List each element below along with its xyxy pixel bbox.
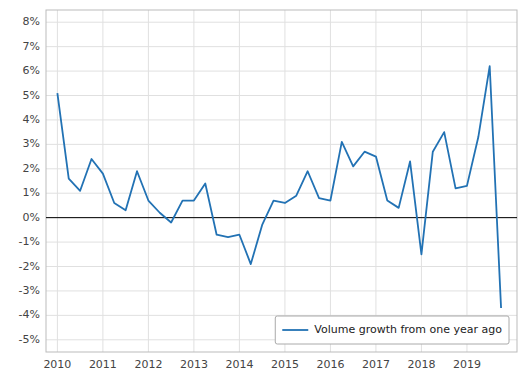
y-tick-label: -2% [19,260,40,273]
plot-frame [46,10,517,352]
plot-area [46,66,517,308]
grid-line-x [330,10,331,352]
y-tick-label: -1% [19,235,40,248]
grid-line-y [46,22,517,23]
grid-line-x [57,10,58,352]
grid-line-x [239,10,240,352]
y-tick-label: 0% [23,211,40,224]
legend-label: Volume growth from one year ago [314,323,502,336]
grid-line-x [193,10,194,352]
grid-line-y [46,95,517,96]
grid-line-y [46,71,517,72]
grid-line-y [46,266,517,267]
x-tick-label: 2019 [453,358,481,371]
y-tick-label: 6% [23,64,40,77]
grid-line-y [46,290,517,291]
zero-line [46,217,517,218]
y-tick-label: 3% [23,137,40,150]
grid-line-y [46,119,517,120]
x-tick-label: 2012 [134,358,162,371]
grid-line-y [46,193,517,194]
grid [46,10,517,352]
grid-line-x [284,10,285,352]
x-tick-label: 2016 [316,358,344,371]
y-tick-label: 4% [23,113,40,126]
chart: -5% -4% -3% -2% -1% 0% 1% 2% 3% 4% 5% 6% 7% 8% 2010 201… [0,0,529,378]
legend: Volume growth from one year ago [275,316,509,344]
y-tick-label: 2% [23,162,40,175]
x-tick-label: 2015 [271,358,299,371]
grid-line-y [46,46,517,47]
grid-line-y [46,168,517,169]
x-tick-label: 2013 [180,358,208,371]
y-tick-label: -3% [19,284,40,297]
y-tick-label: 7% [23,40,40,53]
x-tick-label: 2017 [362,358,390,371]
x-tick-label: 2011 [89,358,117,371]
y-tick-label: -4% [19,308,40,321]
legend-swatch [282,329,308,331]
y-tick-label: 8% [23,15,40,28]
x-tick-label: 2010 [43,358,71,371]
axes: -5% -4% -3% -2% -1% 0% 1% 2% 3% 4% 5% 6% 7% 8% 2010 201… [19,10,517,371]
grid-line-x [102,10,103,352]
grid-line-y [46,217,517,218]
grid-line-x [375,10,376,352]
x-tick-label: 2014 [225,358,253,371]
grid-line-x [148,10,149,352]
y-tick-label: -5% [19,333,40,346]
legend-box [275,316,509,344]
grid-line-x [421,10,422,352]
x-tick-label: 2018 [407,358,435,371]
grid-line-y [46,242,517,243]
y-tick-label: 5% [23,89,40,102]
y-tick-label: 1% [23,186,40,199]
series-line [57,66,501,308]
